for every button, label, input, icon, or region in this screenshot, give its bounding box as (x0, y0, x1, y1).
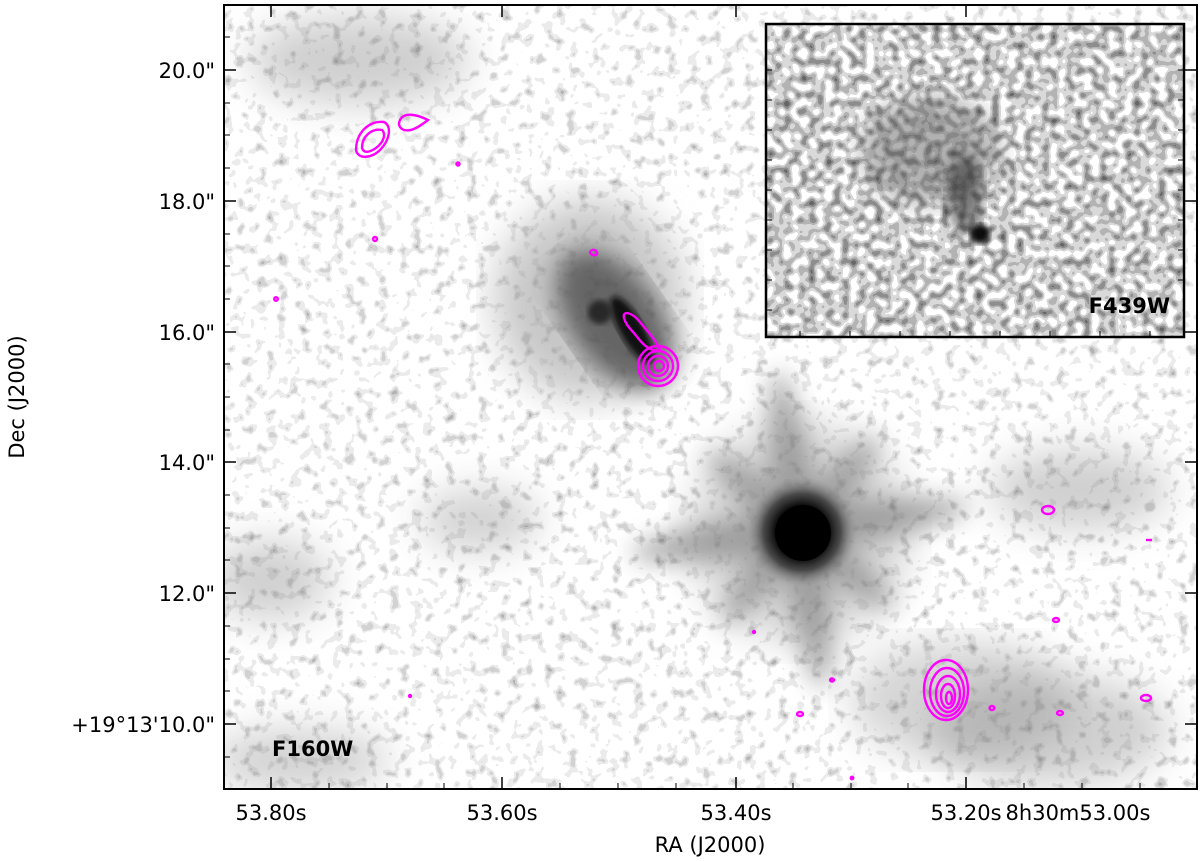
contour-se-3 (934, 674, 962, 714)
contour-nw-b (397, 113, 431, 132)
y-tick-label: 12.0" (159, 582, 215, 606)
contour-dot-3 (273, 296, 280, 303)
y-axis-title: Dec (J2000) (5, 335, 29, 458)
inset-band-label: F439W (1089, 294, 1170, 318)
x-tick-label: 53.20s (930, 801, 1001, 825)
contours (273, 113, 1153, 781)
contour-e-1 (1040, 504, 1056, 516)
contour-e-3 (1051, 616, 1061, 624)
contour-dot-1 (455, 161, 461, 167)
f439w-inset: F439W (764, 22, 1186, 339)
contour-nw-a2 (360, 128, 386, 153)
x-tick-label: 53.40s (700, 801, 771, 825)
x-tick-labels: 53.80s 53.60s 53.40s 53.20s 8h30m53.00s (235, 801, 1150, 825)
contour-dot-4 (588, 248, 599, 257)
contour-e-7 (795, 710, 805, 718)
contour-e-6 (988, 704, 996, 712)
contour-e-8 (828, 677, 836, 683)
y-tick-label: +19°13'10.0" (71, 713, 215, 737)
contour-e-9 (751, 629, 757, 635)
main-ticks (224, 5, 1198, 789)
contour-dot-2 (371, 235, 379, 243)
y-tick-label: 14.0" (159, 451, 215, 475)
y-tick-label: 20.0" (159, 59, 215, 83)
x-axis-title: RA (J2000) (655, 833, 766, 857)
x-tick-label: 8h30m53.00s (1006, 801, 1151, 825)
x-tick-label: 53.80s (235, 801, 306, 825)
y-tick-label: 18.0" (159, 190, 215, 214)
star-emission (631, 371, 969, 689)
contour-core-4 (652, 359, 666, 373)
contour-e-11 (849, 775, 855, 781)
main-band-label: F160W (272, 737, 353, 761)
main-minor-ticks (224, 36, 1141, 789)
contour-se-2 (928, 666, 966, 718)
contour-se-1 (922, 658, 970, 722)
y-tick-label: 16.0" (159, 321, 215, 345)
inset-ticks (766, 69, 1184, 337)
y-tick-labels: 20.0" 18.0" 16.0" 14.0" 12.0" +19°13'10.… (71, 59, 215, 737)
x-tick-label: 53.60s (466, 801, 537, 825)
contour-core-2 (641, 349, 675, 383)
contour-nw-a (354, 120, 391, 158)
contour-e-5 (1055, 709, 1065, 717)
inset-frame (764, 22, 1186, 339)
contour-e-4 (1139, 693, 1153, 703)
contour-core-3 (646, 354, 670, 378)
galaxy-emission (495, 200, 685, 400)
contour-e-10 (407, 693, 413, 699)
contour-core-1 (636, 344, 680, 388)
contour-se-4 (939, 682, 957, 710)
contour-se-5 (944, 690, 954, 706)
